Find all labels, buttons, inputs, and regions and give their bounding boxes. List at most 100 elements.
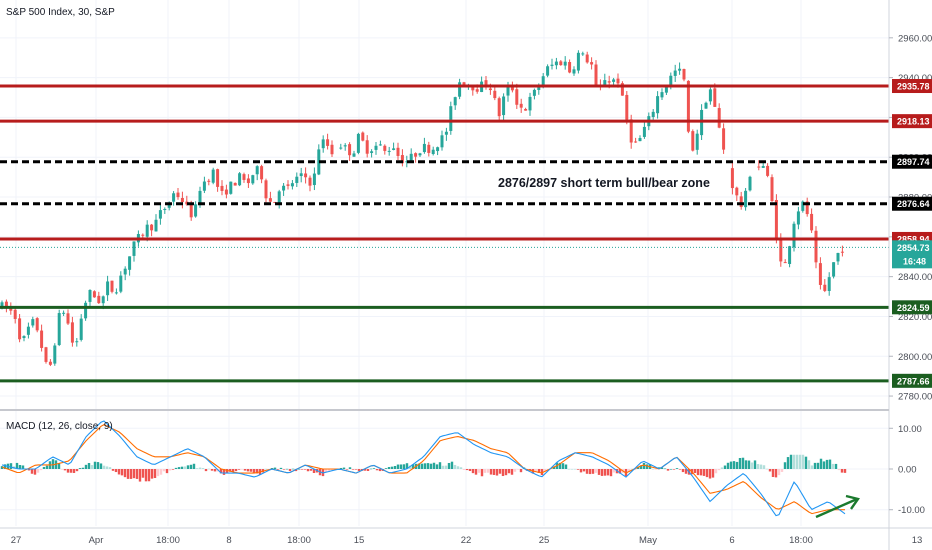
macd-histogram-bar: [825, 459, 829, 469]
price-tick-label: 2940.00: [898, 73, 932, 84]
macd-histogram-bar: [63, 469, 67, 471]
candle-body: [414, 153, 418, 157]
macd-histogram-bar: [78, 468, 82, 469]
candle-body: [563, 61, 567, 66]
candle-body: [730, 168, 734, 189]
macd-histogram-bar: [99, 463, 103, 469]
macd-histogram-bar: [264, 468, 268, 470]
candle-body: [229, 181, 233, 194]
candle-body: [497, 98, 501, 117]
time-tick-label: 18:00: [156, 535, 180, 546]
macd-histogram-bar: [159, 469, 163, 475]
macd-histogram-bar: [810, 465, 814, 469]
macd-histogram-bar: [432, 462, 436, 469]
candle-body: [572, 69, 576, 74]
macd-histogram-bar: [375, 469, 379, 471]
candle-body: [440, 135, 444, 148]
candle-body: [224, 189, 228, 195]
time-tick-label: 8: [226, 535, 231, 546]
macd-histogram-bar: [93, 461, 97, 469]
macd-histogram-bar: [453, 464, 457, 469]
candle-body: [444, 131, 448, 135]
macd-histogram-bar: [387, 467, 391, 469]
candle-body: [88, 289, 92, 302]
macd-histogram-bar: [786, 457, 790, 469]
zone-annotation[interactable]: 2876/2897 short term bull/bear zone: [498, 176, 710, 190]
macd-histogram-bar: [165, 469, 169, 474]
macd-histogram-bar: [378, 469, 382, 472]
candle-body: [62, 312, 66, 314]
candle-body: [211, 169, 215, 183]
macd-histogram-bar: [174, 467, 178, 469]
macd-histogram-bar: [225, 469, 229, 473]
macd-histogram-bar: [303, 469, 307, 470]
candle-body: [150, 224, 154, 231]
macd-histogram-bar: [633, 469, 637, 471]
macd-histogram-bar: [474, 469, 478, 475]
macd-histogram-bar: [645, 464, 649, 469]
macd-histogram-bar: [390, 466, 394, 469]
macd-histogram-bar: [663, 468, 667, 470]
macd-histogram-bar: [483, 469, 487, 473]
candle-body: [515, 89, 519, 105]
macd-histogram-bar: [588, 469, 592, 475]
macd-histogram-bar: [717, 469, 721, 471]
candle-body: [678, 68, 682, 71]
macd-histogram-bar: [291, 468, 295, 470]
candle-body: [550, 64, 554, 66]
macd-histogram-bar: [471, 469, 475, 474]
macd-histogram-bar: [288, 469, 292, 472]
macd-histogram-bar: [135, 469, 139, 479]
macd-histogram-bar: [33, 469, 37, 475]
chart-title[interactable]: S&P 500 Index, 30, S&P: [6, 7, 115, 18]
candle-body: [268, 198, 272, 202]
macd-histogram-bar: [678, 469, 682, 470]
candle-body: [810, 213, 814, 231]
macd-histogram-bar: [363, 469, 367, 471]
macd-histogram-bar: [348, 467, 352, 469]
trend-arrow[interactable]: [815, 497, 858, 519]
macd-histogram-bar: [654, 469, 658, 470]
macd-histogram-bar: [498, 469, 502, 474]
macd-histogram-bar: [219, 469, 223, 474]
macd-histogram-bar: [255, 469, 259, 474]
macd-histogram-bar: [312, 469, 316, 474]
macd-histogram-bar: [591, 469, 595, 474]
macd-axis[interactable]: 10.00 0.00 -10.00: [889, 424, 925, 516]
macd-histogram-bar: [111, 469, 115, 471]
macd-histogram-bar: [57, 463, 61, 469]
macd-title[interactable]: MACD (12, 26, close, 9): [6, 421, 113, 432]
time-tick-label: 25: [539, 535, 550, 546]
macd-histogram-bar: [51, 459, 55, 469]
macd-histogram-bar: [87, 463, 91, 469]
candle-body: [44, 347, 48, 362]
signal-line: [1, 423, 845, 515]
macd-histogram-bar: [822, 461, 826, 469]
candle-body: [519, 103, 523, 108]
macd-histogram-bar: [222, 469, 226, 475]
time-axis[interactable]: 27 Apr 18:00 8 18:00 15 22 25 May 6 18:00 13: [11, 535, 923, 546]
macd-histogram-bar: [768, 469, 772, 472]
macd-histogram-bar: [327, 469, 331, 472]
candle-body: [246, 178, 250, 184]
macd-histogram-bar: [393, 466, 397, 469]
macd-histogram-bar: [357, 469, 361, 471]
candle-body: [339, 147, 343, 149]
macd-histogram-bar: [747, 460, 751, 469]
macd-histogram-bar: [816, 462, 820, 469]
macd-histogram-bar: [429, 463, 433, 469]
macd-histogram-bar: [813, 462, 817, 469]
candle-body: [260, 166, 264, 180]
candle-body: [708, 89, 712, 102]
candle-body: [832, 262, 836, 277]
candle-body: [4, 301, 8, 308]
macd-histogram-bar: [9, 463, 13, 469]
macd-histogram-bar: [504, 469, 508, 476]
candle-body: [304, 173, 308, 178]
macd-histogram-bar: [558, 462, 562, 469]
candle-body: [317, 149, 321, 175]
macd-histogram-bar: [669, 468, 673, 470]
candle-body: [396, 147, 400, 156]
macd-histogram-bar: [618, 469, 622, 474]
